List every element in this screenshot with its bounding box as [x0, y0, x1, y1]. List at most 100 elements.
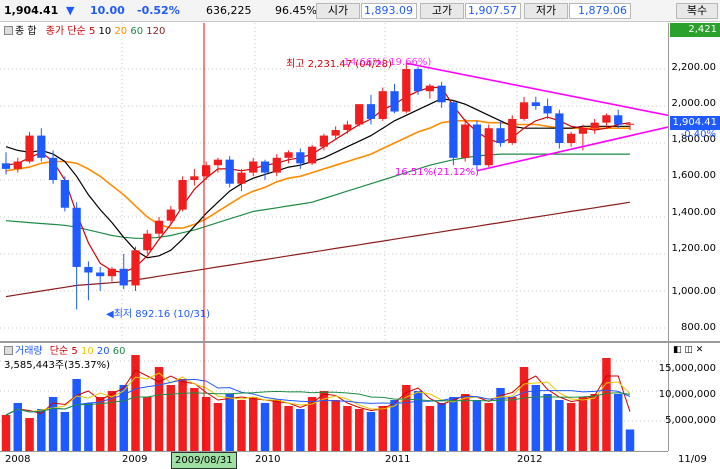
y-tick-2000: 2,000.00 [671, 98, 716, 109]
volume-bar-up [402, 385, 411, 451]
volume-legend-settings-icon[interactable] [4, 346, 13, 355]
candle-down [260, 161, 270, 173]
candle-up [378, 91, 387, 119]
volume-bar-down [225, 394, 234, 451]
volume-bar-up [425, 406, 435, 451]
volume-bar-down [296, 409, 305, 451]
volume-y-axis: ◧ ◫ ✕ 15,000,000 10,000,000 5,000,000 [659, 343, 720, 451]
volume-bar-down [413, 391, 423, 451]
restore-button[interactable]: 복수 [676, 3, 718, 19]
price-change: 10.00 [90, 4, 125, 17]
volume-bar-down [625, 429, 635, 451]
volume-bar-up [272, 400, 282, 451]
candle-up [343, 124, 352, 131]
candle-up [190, 176, 199, 180]
low-annotation-text: 최저 892.16 (10/31) [113, 309, 211, 320]
low-annotation: ◀최저 892.16 (10/31) [106, 305, 210, 320]
volume-bar-up [213, 403, 223, 451]
x-label-2010: 2010 [255, 454, 281, 465]
candle-down [496, 128, 505, 143]
candle-down [296, 152, 305, 164]
candle-up [131, 250, 140, 286]
volume-bar-down [84, 403, 93, 451]
volume-bar-down [13, 403, 23, 451]
candle-up [107, 268, 117, 277]
volume-bar-up [354, 409, 364, 451]
down-triangle-icon: ▼ [66, 4, 75, 17]
y-tick-1400: 1,400.00 [671, 207, 716, 218]
ma60-line [5, 153, 630, 239]
volume-bar-down [390, 400, 399, 451]
trendline [476, 126, 668, 172]
candle-up [154, 220, 164, 234]
candle-up [166, 209, 175, 221]
candle-down [543, 106, 552, 114]
x-axis: 2008 2009 2009/08/31 2010 2011 2012 11/0… [0, 451, 707, 469]
x-label-2012: 2012 [517, 454, 543, 465]
panel-divider[interactable] [0, 341, 720, 343]
candle-down [472, 124, 482, 166]
candle-up [213, 159, 223, 166]
candle-down [72, 207, 81, 267]
y-tick-1800: 1,800.00 [671, 134, 716, 145]
high-overlay-annotation: -14.66%(-19.66%) [340, 57, 432, 68]
vol-tick-10m: 10,000,000 [658, 389, 716, 400]
candle-down [1, 163, 11, 169]
candle-up [355, 104, 364, 125]
candle-up [508, 118, 517, 143]
candle-down [48, 157, 58, 180]
volume-bar-up [1, 415, 11, 451]
volume-bar-up [343, 406, 352, 451]
volume-bar-down [472, 400, 482, 451]
y-tick-1200: 1,200.00 [671, 243, 716, 254]
candle-down [449, 102, 458, 158]
price-y-axis: 2,421 2,200.00 2,000.00 1,800.00 1,600.0… [668, 23, 720, 341]
y-tick-1600: 1,600.00 [671, 170, 716, 181]
volume-legend-ma60: 60 [112, 346, 126, 357]
candle-down [119, 268, 128, 286]
volume-ma20-line [5, 378, 631, 416]
quote-bar: 1,904.41 ▼ 10.00 -0.52% 636,225 96.45% 시… [0, 0, 720, 22]
legend-ma20: 20 [114, 26, 128, 37]
panel-controls-icon[interactable]: ◧ ◫ ✕ [673, 345, 704, 355]
volume-bar-down [531, 385, 541, 451]
volume-ratio: 96.45% [275, 4, 317, 17]
volume-legend-ma5: 5 [71, 346, 78, 357]
volume-legend-ma10: 10 [80, 346, 94, 357]
candle-down [413, 69, 423, 92]
legend-title: 종 합 [15, 26, 37, 37]
candle-down [531, 102, 540, 106]
left-arrow-icon: ◀ [106, 309, 114, 320]
volume-bar-up [131, 355, 140, 451]
vol-tick-15m: 15,000,000 [658, 363, 716, 374]
volume-legend-ma-label: 단순 [49, 346, 69, 357]
current-price: 1,904.41 [4, 4, 59, 17]
price-chart[interactable] [0, 23, 668, 341]
legend-ma5: 5 [88, 26, 96, 37]
volume-bar-down [72, 379, 81, 451]
volume-bar-up [154, 367, 164, 451]
volume-bar-down [449, 397, 458, 451]
legend-ma60: 60 [130, 26, 144, 37]
candle-down [60, 180, 69, 208]
volume-chart[interactable] [0, 343, 668, 451]
volume-bar-up [578, 397, 588, 451]
y-axis-current-value: 1,904.41 [670, 116, 720, 130]
candle-up [484, 128, 493, 166]
legend-settings-icon[interactable] [4, 26, 13, 35]
high-annotation: 최고 2,231.47 (04/28) [286, 59, 392, 70]
volume-current: 3,585,443주(35.37%) [4, 360, 111, 371]
y-tick-1000: 1,000.00 [671, 286, 716, 297]
y-tick-800: 800.00 [681, 322, 716, 333]
volume-bar-down [613, 394, 623, 451]
triangle-low-annotation: 16.51%(21.12%) [395, 167, 480, 178]
ma20-line [5, 120, 630, 229]
candle-up [567, 133, 576, 143]
open-value: 1,893.09 [361, 3, 417, 19]
candle-up [25, 135, 34, 162]
volume-bar-up [178, 379, 187, 451]
candle-up [519, 102, 529, 119]
high-value: 1,907.57 [465, 3, 521, 19]
volume-bar-down [496, 388, 505, 451]
candle-down [84, 266, 93, 273]
